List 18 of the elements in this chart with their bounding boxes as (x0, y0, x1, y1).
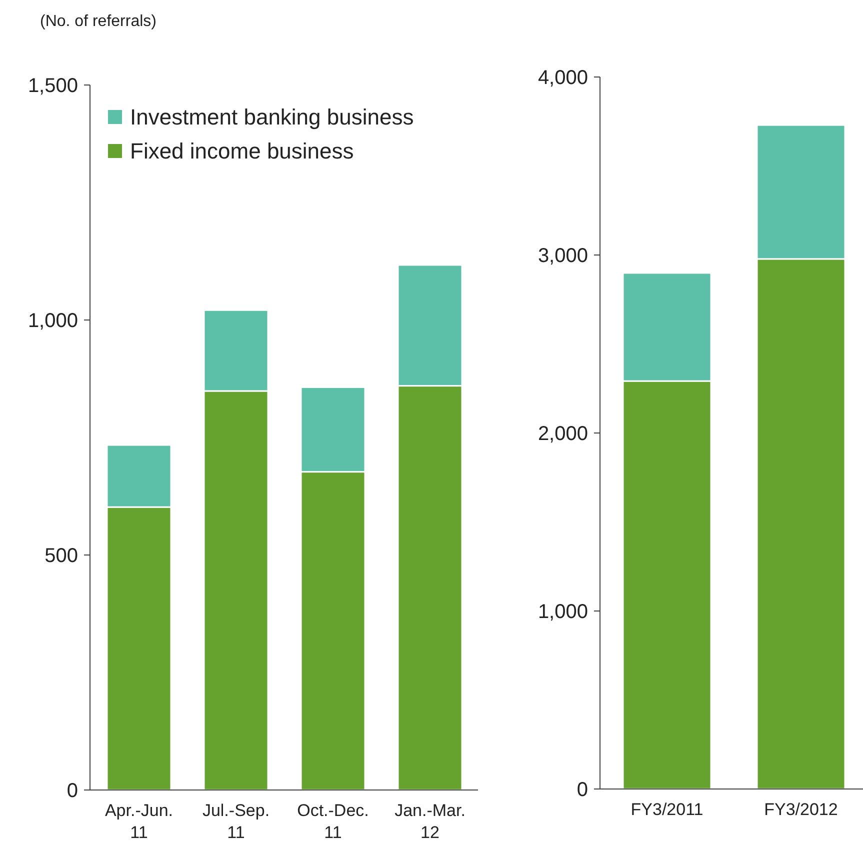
y-tick-label: 2,000 (538, 423, 588, 445)
legend-label: Fixed income business (130, 138, 354, 164)
x-tick-label: Jul.-Sep. 11 (202, 801, 270, 842)
y-tick-label: 1,000 (538, 601, 588, 623)
y-axis-title: (No. of referrals) (40, 13, 156, 30)
x-tick-label: Jan.-Mar. 12 (394, 801, 466, 842)
x-tick-label: FY3/2012 (764, 800, 838, 819)
y-tick-label: 1,000 (28, 310, 78, 332)
y-tick-label: 3,000 (538, 245, 588, 267)
y-tick-label: 4,000 (538, 67, 588, 89)
y-tick-label: 0 (576, 779, 588, 801)
legend-label: Investment banking business (130, 104, 414, 130)
x-tick-label: Oct.-Dec. 11 (297, 801, 369, 842)
y-tick-label: 1,500 (28, 75, 78, 97)
y-tick-label: 500 (44, 545, 78, 567)
y-tick-label: 0 (66, 780, 78, 802)
x-tick-label: Apr.-Jun. 11 (104, 801, 174, 842)
x-tick-label: FY3/2011 (630, 800, 704, 819)
